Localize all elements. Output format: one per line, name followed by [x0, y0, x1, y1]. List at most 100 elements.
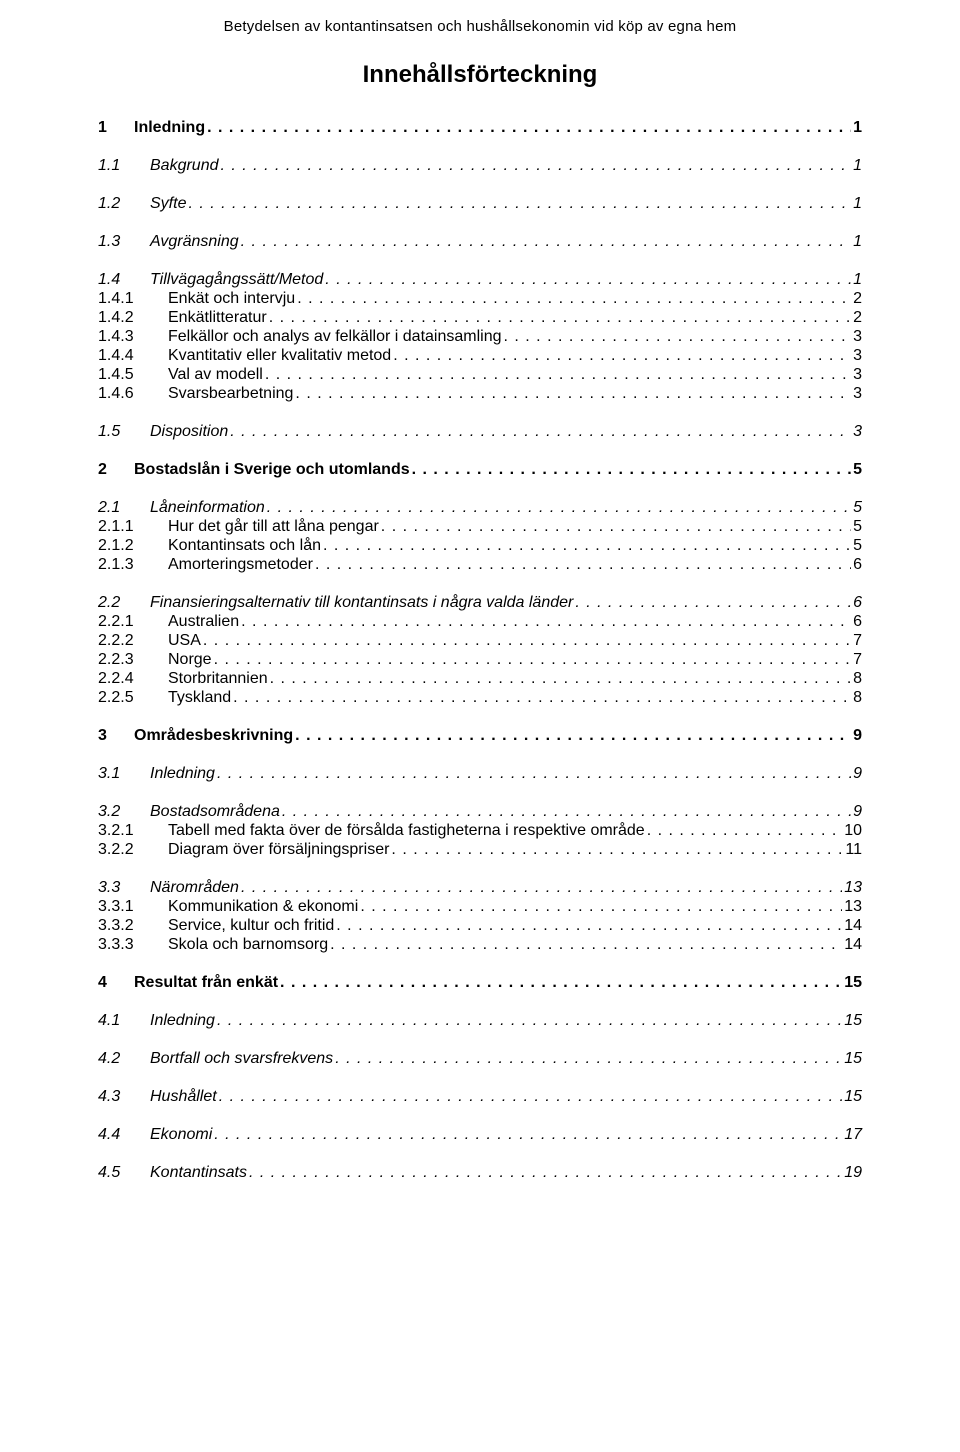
toc-entry-label: Inledning: [150, 765, 215, 783]
toc-entry: 2.2.1 Australien. . . . . . . . . . . . …: [98, 613, 862, 631]
toc-entry-label: Amorteringsmetoder: [168, 556, 313, 574]
toc-entry-page: 8: [853, 689, 862, 707]
toc-entry-label: Inledning: [150, 1012, 215, 1030]
toc-entry-number: 2.2: [98, 594, 150, 612]
toc-entry-number: 2.1: [98, 499, 150, 517]
toc-entry-page: 15: [844, 1012, 862, 1030]
toc-entry-label: Ekonomi: [150, 1126, 212, 1144]
toc-entry-page: 3: [853, 328, 862, 346]
toc-title: Innehållsförteckning: [98, 61, 862, 89]
toc-entry-page: 3: [853, 347, 862, 365]
toc-leader-dots: . . . . . . . . . . . . . . . . . . . . …: [360, 898, 842, 916]
toc-entry-page: 7: [853, 632, 862, 650]
toc-entry: 4.2 Bortfall och svarsfrekvens. . . . . …: [98, 1050, 862, 1068]
toc-entry-label: Bortfall och svarsfrekvens: [150, 1050, 333, 1068]
toc-entry: 1.4.6 Svarsbearbetning. . . . . . . . . …: [98, 385, 862, 403]
toc-leader-dots: . . . . . . . . . . . . . . . . . . . . …: [412, 461, 851, 479]
toc-leader-dots: . . . . . . . . . . . . . . . . . . . . …: [280, 974, 842, 992]
toc-leader-dots: . . . . . . . . . . . . . . . . . . . . …: [230, 423, 851, 441]
toc-entry-page: 7: [853, 651, 862, 669]
toc-entry: 2.2 Finansieringsalternativ till kontant…: [98, 594, 862, 612]
toc-entry-number: 3.3.2: [98, 917, 168, 935]
toc-entry-number: 1.4.5: [98, 366, 168, 384]
toc-entry-label: Diagram över försäljningspriser: [168, 841, 389, 859]
toc-entry-number: 1.4: [98, 271, 150, 289]
toc-leader-dots: . . . . . . . . . . . . . . . . . . . . …: [241, 879, 842, 897]
toc-entry: 1.4.3 Felkällor och analys av felkällor …: [98, 328, 862, 346]
toc-leader-dots: . . . . . . . . . . . . . . . . . . . . …: [233, 689, 851, 707]
toc-entry-label: Disposition: [150, 423, 228, 441]
toc-entry-number: 1.4.1: [98, 290, 168, 308]
toc-entry-label: Inledning: [134, 119, 205, 137]
toc-entry-label: Storbritannien: [168, 670, 268, 688]
toc-leader-dots: . . . . . . . . . . . . . . . . . . . . …: [241, 233, 851, 251]
toc-entry-label: Enkät och intervju: [168, 290, 295, 308]
toc-entry-label: Svarsbearbetning: [168, 385, 293, 403]
toc-leader-dots: . . . . . . . . . . . . . . . . . . . . …: [504, 328, 852, 346]
toc-entry-number: 3: [98, 727, 134, 745]
toc-leader-dots: . . . . . . . . . . . . . . . . . . . . …: [336, 917, 842, 935]
toc-entry: 1.1 Bakgrund. . . . . . . . . . . . . . …: [98, 157, 862, 175]
toc-entry: 1.4.5 Val av modell. . . . . . . . . . .…: [98, 366, 862, 384]
toc-leader-dots: . . . . . . . . . . . . . . . . . . . . …: [188, 195, 851, 213]
toc-entry: 1.2 Syfte. . . . . . . . . . . . . . . .…: [98, 195, 862, 213]
toc-entry-label: Tyskland: [168, 689, 231, 707]
toc-entry-page: 5: [853, 518, 862, 536]
toc-entry-number: 4.4: [98, 1126, 150, 1144]
toc-entry: 3.3 Närområden. . . . . . . . . . . . . …: [98, 879, 862, 897]
toc-leader-dots: . . . . . . . . . . . . . . . . . . . . …: [219, 1088, 843, 1106]
toc-leader-dots: . . . . . . . . . . . . . . . . . . . . …: [214, 651, 852, 669]
toc-entry-page: 15: [844, 1050, 862, 1068]
toc-entry-page: 15: [844, 974, 862, 992]
table-of-contents: 1 Inledning. . . . . . . . . . . . . . .…: [98, 119, 862, 1182]
toc-entry-number: 2.2.5: [98, 689, 168, 707]
toc-entry-number: 1.1: [98, 157, 150, 175]
toc-leader-dots: . . . . . . . . . . . . . . . . . . . . …: [269, 309, 851, 327]
toc-entry-label: Hushållet: [150, 1088, 217, 1106]
toc-entry-page: 14: [844, 917, 862, 935]
toc-entry-number: 1.3: [98, 233, 150, 251]
toc-entry: 2.1.3 Amorteringsmetoder. . . . . . . . …: [98, 556, 862, 574]
toc-entry-page: 5: [853, 461, 862, 479]
toc-entry-label: Australien: [168, 613, 239, 631]
toc-entry: 2.2.5 Tyskland. . . . . . . . . . . . . …: [98, 689, 862, 707]
toc-entry-number: 1.4.2: [98, 309, 168, 327]
toc-leader-dots: . . . . . . . . . . . . . . . . . . . . …: [249, 1164, 842, 1182]
toc-entry-label: Tillvägagångssätt/Metod: [150, 271, 323, 289]
toc-entry-label: Kontantinsats: [150, 1164, 247, 1182]
toc-entry-page: 1: [853, 157, 862, 175]
toc-leader-dots: . . . . . . . . . . . . . . . . . . . . …: [207, 119, 851, 137]
toc-entry-number: 1.2: [98, 195, 150, 213]
toc-entry: 4.5 Kontantinsats. . . . . . . . . . . .…: [98, 1164, 862, 1182]
toc-leader-dots: . . . . . . . . . . . . . . . . . . . . …: [393, 347, 851, 365]
toc-entry: 3.2.1 Tabell med fakta över de försålda …: [98, 822, 862, 840]
toc-entry-label: Kvantitativ eller kvalitativ metod: [168, 347, 391, 365]
toc-leader-dots: . . . . . . . . . . . . . . . . . . . . …: [391, 841, 843, 859]
toc-entry-page: 9: [853, 803, 862, 821]
toc-leader-dots: . . . . . . . . . . . . . . . . . . . . …: [203, 632, 851, 650]
toc-leader-dots: . . . . . . . . . . . . . . . . . . . . …: [270, 670, 851, 688]
toc-leader-dots: . . . . . . . . . . . . . . . . . . . . …: [575, 594, 851, 612]
toc-leader-dots: . . . . . . . . . . . . . . . . . . . . …: [315, 556, 851, 574]
toc-entry: 3.3.1 Kommunikation & ekonomi. . . . . .…: [98, 898, 862, 916]
toc-entry-page: 5: [853, 537, 862, 555]
toc-entry: 3 Områdesbeskrivning. . . . . . . . . . …: [98, 727, 862, 745]
toc-entry: 3.2.2 Diagram över försäljningspriser. .…: [98, 841, 862, 859]
toc-entry: 4.1 Inledning. . . . . . . . . . . . . .…: [98, 1012, 862, 1030]
toc-entry: 1.5 Disposition. . . . . . . . . . . . .…: [98, 423, 862, 441]
toc-entry-page: 3: [853, 385, 862, 403]
toc-entry: 4.3 Hushållet. . . . . . . . . . . . . .…: [98, 1088, 862, 1106]
toc-entry-number: 4: [98, 974, 134, 992]
toc-entry-label: Val av modell: [168, 366, 263, 384]
toc-leader-dots: . . . . . . . . . . . . . . . . . . . . …: [325, 271, 851, 289]
toc-entry-label: Tabell med fakta över de försålda fastig…: [168, 822, 645, 840]
toc-entry-number: 3.3.3: [98, 936, 168, 954]
toc-entry-label: Kontantinsats och lån: [168, 537, 321, 555]
toc-entry-page: 17: [844, 1126, 862, 1144]
toc-entry: 1.4.2 Enkätlitteratur. . . . . . . . . .…: [98, 309, 862, 327]
toc-entry-label: Bostadslån i Sverige och utomlands: [134, 461, 410, 479]
toc-leader-dots: . . . . . . . . . . . . . . . . . . . . …: [381, 518, 851, 536]
toc-entry: 2.2.3 Norge. . . . . . . . . . . . . . .…: [98, 651, 862, 669]
toc-entry-number: 2.1.2: [98, 537, 168, 555]
toc-entry-label: Norge: [168, 651, 212, 669]
